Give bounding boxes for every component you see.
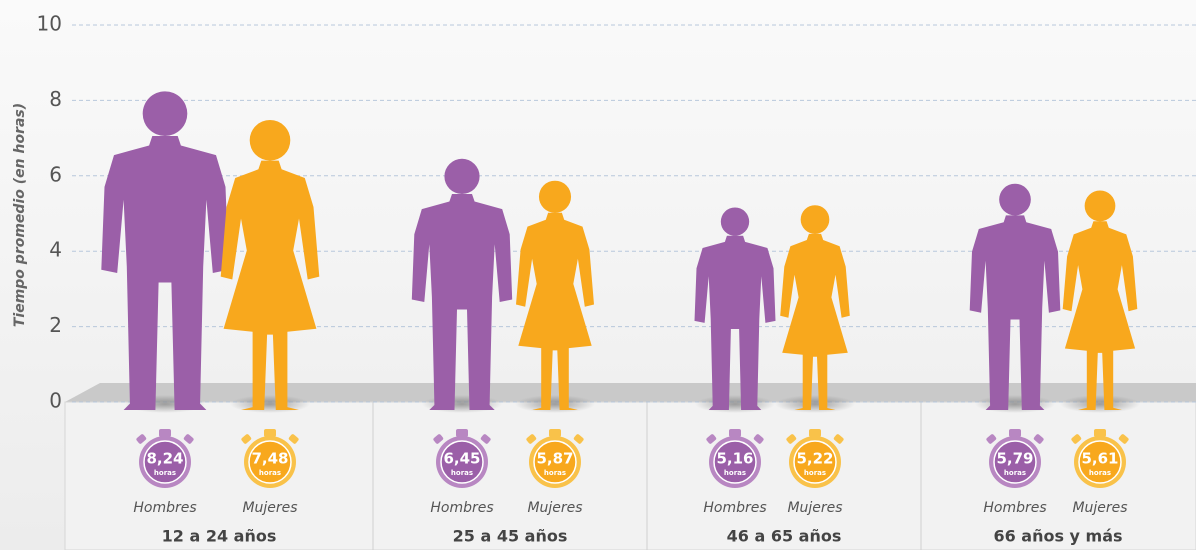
- category-label: 12 a 24 años: [162, 527, 277, 546]
- unit-label: horas: [804, 469, 826, 477]
- legend-label: Hombres: [703, 500, 766, 516]
- stopwatch-button: [526, 434, 537, 444]
- y-tick-label: 0: [49, 389, 62, 413]
- bar: [101, 91, 229, 411]
- unit-label: horas: [544, 469, 566, 477]
- stopwatch-button: [1033, 434, 1044, 444]
- shadow: [975, 395, 1055, 413]
- stopwatch-button: [480, 434, 491, 444]
- stopwatch-face: [533, 440, 577, 484]
- stopwatch-button: [753, 434, 764, 444]
- legend-label: Mujeres: [527, 500, 582, 516]
- stopwatch-knob: [456, 429, 468, 437]
- unit-label: horas: [1004, 469, 1026, 477]
- unit-label: horas: [259, 469, 281, 477]
- stopwatch-button: [136, 434, 147, 444]
- shadow: [515, 395, 595, 413]
- stopwatch-face: [248, 440, 292, 484]
- floor: [65, 383, 1196, 402]
- legend-label: Hombres: [133, 500, 196, 516]
- stopwatch-knob: [549, 429, 561, 437]
- value-label: 6,45: [443, 450, 480, 468]
- stopwatch-knob: [264, 429, 276, 437]
- category-label: 25 a 45 años: [453, 527, 568, 546]
- bar: [969, 183, 1061, 410]
- stopwatch-button: [573, 434, 584, 444]
- stopwatch-button: [183, 434, 194, 444]
- stopwatch-button: [786, 434, 797, 444]
- shadow: [422, 395, 502, 413]
- value-label: 7,48: [251, 450, 288, 468]
- legend-label: Mujeres: [1072, 500, 1127, 516]
- y-tick-label: 10: [37, 12, 62, 36]
- bar: [1062, 190, 1138, 410]
- shadow: [775, 395, 855, 413]
- stopwatch-knob: [809, 429, 821, 437]
- shadow: [1060, 395, 1140, 413]
- y-tick-label: 4: [49, 238, 62, 262]
- unit-label: horas: [154, 469, 176, 477]
- stopwatch-face: [993, 440, 1037, 484]
- stopwatch-knob: [1009, 429, 1021, 437]
- value-label: 5,22: [796, 450, 833, 468]
- stopwatch-button: [986, 434, 997, 444]
- value-label: 5,87: [536, 450, 573, 468]
- stopwatch-face: [143, 440, 187, 484]
- stopwatch-button: [1071, 434, 1082, 444]
- y-tick-label: 2: [49, 313, 62, 337]
- bar: [411, 158, 513, 410]
- legend-label: Hombres: [430, 500, 493, 516]
- value-label: 8,24: [146, 450, 183, 468]
- stopwatch-button: [706, 434, 717, 444]
- bar: [780, 205, 850, 410]
- stopwatch-face: [440, 440, 484, 484]
- bar: [694, 207, 776, 410]
- legend-label: Mujeres: [787, 500, 842, 516]
- shadow: [695, 395, 775, 413]
- unit-label: horas: [1089, 469, 1111, 477]
- unit-label: horas: [451, 469, 473, 477]
- value-label: 5,79: [996, 450, 1033, 468]
- stopwatch-button: [433, 434, 444, 444]
- legend-label: Mujeres: [242, 500, 297, 516]
- stopwatch-button: [833, 434, 844, 444]
- unit-label: horas: [724, 469, 746, 477]
- category-label: 46 a 65 años: [727, 527, 842, 546]
- bar: [220, 120, 320, 411]
- stopwatch-face: [1078, 440, 1122, 484]
- value-label: 5,16: [716, 450, 753, 468]
- legend-label: Hombres: [983, 500, 1046, 516]
- stopwatch-knob: [159, 429, 171, 437]
- stopwatch-face: [713, 440, 757, 484]
- stopwatch-knob: [729, 429, 741, 437]
- stopwatch-button: [1118, 434, 1129, 444]
- bar: [516, 180, 594, 410]
- stopwatch-button: [288, 434, 299, 444]
- value-label: 5,61: [1081, 450, 1118, 468]
- y-tick-label: 8: [49, 87, 62, 111]
- y-axis-label: Tiempo promedio (en horas): [12, 103, 28, 327]
- y-tick-label: 6: [49, 162, 62, 186]
- shadow: [230, 395, 310, 413]
- category-label: 66 años y más: [993, 527, 1122, 546]
- stopwatch-button: [241, 434, 252, 444]
- stopwatch-face: [793, 440, 837, 484]
- stopwatch-knob: [1094, 429, 1106, 437]
